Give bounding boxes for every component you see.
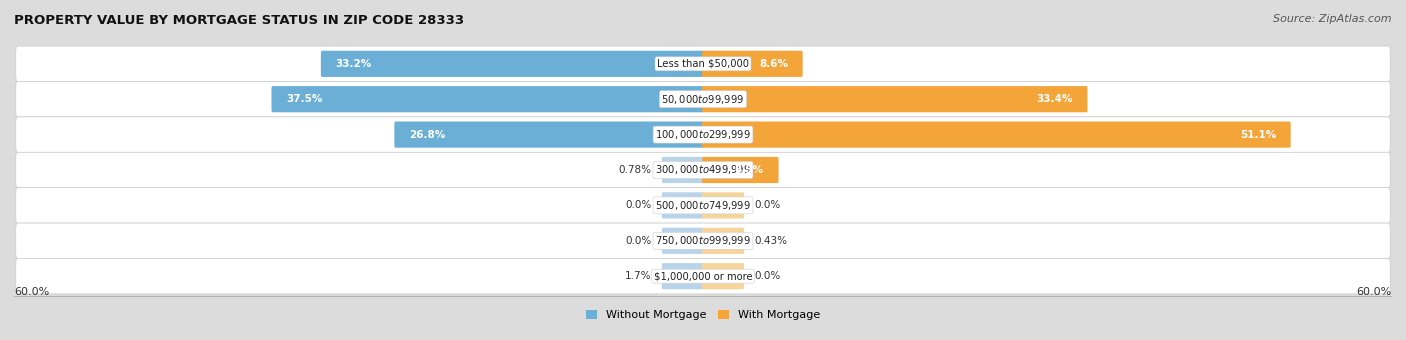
Text: 51.1%: 51.1%: [1240, 130, 1277, 140]
FancyBboxPatch shape: [702, 263, 744, 289]
Text: 33.4%: 33.4%: [1036, 94, 1073, 104]
FancyBboxPatch shape: [702, 86, 1087, 112]
FancyBboxPatch shape: [15, 223, 1391, 258]
FancyBboxPatch shape: [394, 121, 704, 148]
Text: $100,000 to $299,999: $100,000 to $299,999: [655, 128, 751, 141]
FancyBboxPatch shape: [271, 86, 704, 112]
Text: 0.0%: 0.0%: [626, 236, 651, 246]
FancyBboxPatch shape: [662, 263, 704, 289]
Text: $1,000,000 or more: $1,000,000 or more: [654, 271, 752, 281]
Text: $750,000 to $999,999: $750,000 to $999,999: [655, 234, 751, 247]
Text: Source: ZipAtlas.com: Source: ZipAtlas.com: [1274, 14, 1392, 23]
FancyBboxPatch shape: [702, 51, 803, 77]
FancyBboxPatch shape: [15, 152, 1391, 188]
Text: 37.5%: 37.5%: [287, 94, 322, 104]
Text: PROPERTY VALUE BY MORTGAGE STATUS IN ZIP CODE 28333: PROPERTY VALUE BY MORTGAGE STATUS IN ZIP…: [14, 14, 464, 27]
Text: $300,000 to $499,999: $300,000 to $499,999: [655, 164, 751, 176]
Text: 26.8%: 26.8%: [409, 130, 446, 140]
FancyBboxPatch shape: [662, 157, 704, 183]
Text: 1.7%: 1.7%: [624, 271, 651, 281]
Text: 8.6%: 8.6%: [759, 59, 787, 69]
Text: $500,000 to $749,999: $500,000 to $749,999: [655, 199, 751, 212]
Text: 0.0%: 0.0%: [626, 200, 651, 210]
Text: 0.43%: 0.43%: [755, 236, 787, 246]
Text: 60.0%: 60.0%: [1357, 287, 1392, 297]
FancyBboxPatch shape: [15, 82, 1391, 117]
FancyBboxPatch shape: [702, 228, 744, 254]
FancyBboxPatch shape: [662, 192, 704, 219]
FancyBboxPatch shape: [15, 46, 1391, 82]
FancyBboxPatch shape: [702, 192, 744, 219]
Text: 60.0%: 60.0%: [14, 287, 49, 297]
FancyBboxPatch shape: [15, 188, 1391, 223]
FancyBboxPatch shape: [15, 117, 1391, 152]
Legend: Without Mortgage, With Mortgage: Without Mortgage, With Mortgage: [582, 306, 824, 325]
FancyBboxPatch shape: [321, 51, 704, 77]
Text: 0.0%: 0.0%: [755, 271, 780, 281]
FancyBboxPatch shape: [702, 157, 779, 183]
Text: Less than $50,000: Less than $50,000: [657, 59, 749, 69]
FancyBboxPatch shape: [662, 228, 704, 254]
FancyBboxPatch shape: [702, 121, 1291, 148]
Text: $50,000 to $99,999: $50,000 to $99,999: [661, 93, 745, 106]
FancyBboxPatch shape: [15, 258, 1391, 294]
Text: 0.0%: 0.0%: [755, 200, 780, 210]
Text: 33.2%: 33.2%: [336, 59, 371, 69]
Text: 6.5%: 6.5%: [735, 165, 763, 175]
Text: 0.78%: 0.78%: [619, 165, 651, 175]
